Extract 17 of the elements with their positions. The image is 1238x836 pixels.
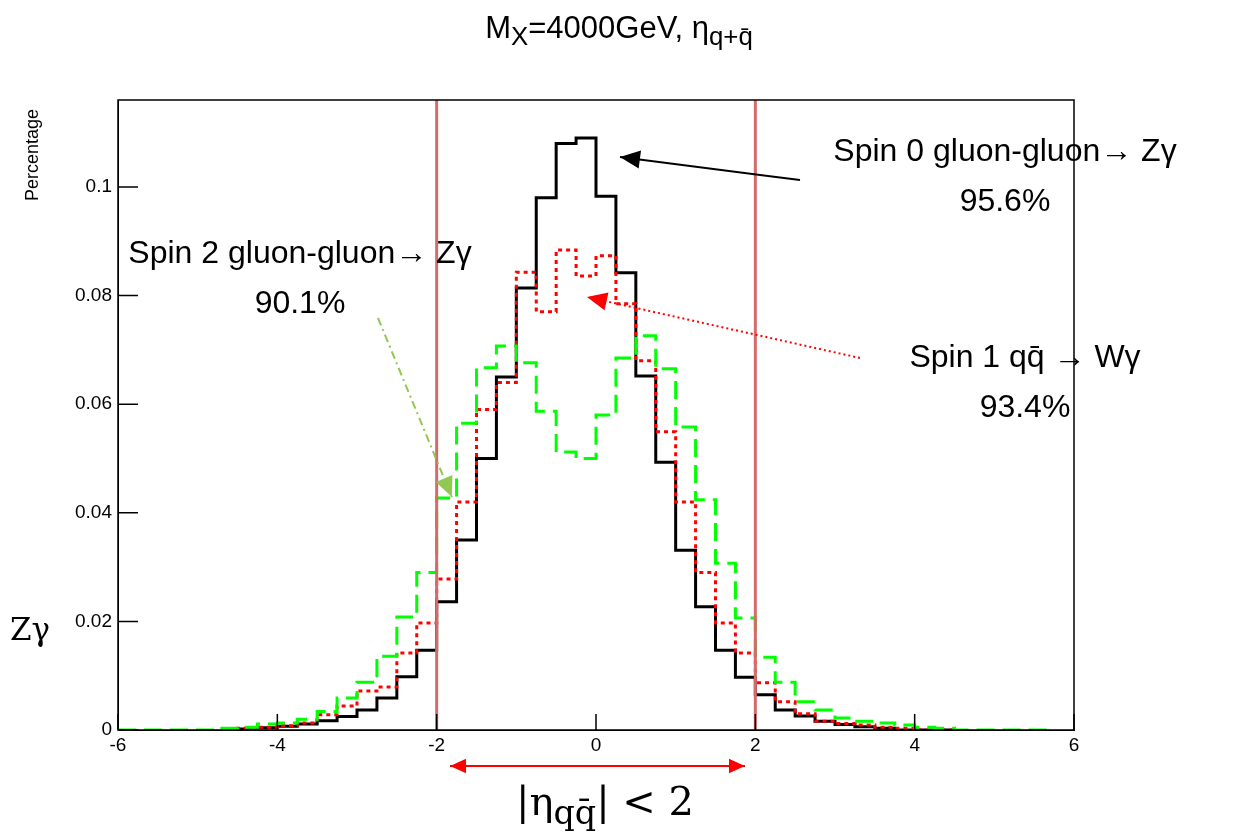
x-tick-label: -2	[428, 733, 446, 755]
x-tick-label: 0	[590, 733, 602, 755]
y-tick-label: 0	[101, 718, 112, 740]
x-tick-label: -4	[268, 733, 287, 755]
text: Zγ	[8, 610, 52, 649]
x-tick-label: 2	[750, 733, 761, 755]
y-tick-label: 0.08	[75, 283, 112, 305]
y-tick-label: 0.02	[75, 609, 112, 631]
x-tick-label: 4	[909, 733, 921, 755]
text: |η$_{qq̄}$| < 2	[515, 777, 695, 834]
y-tick-label: 0.04	[75, 500, 113, 522]
y-tick-label: 0.06	[75, 392, 112, 414]
x-tick-label: -6	[109, 733, 127, 755]
y-tick-label: 0.1	[85, 175, 112, 197]
chart-title: M$_{X}$=4000GeV, η$_{q+q̄}$	[484, 9, 754, 53]
y-axis-title: Percentage	[21, 108, 44, 203]
x-tick-label: 6	[1068, 733, 1080, 755]
